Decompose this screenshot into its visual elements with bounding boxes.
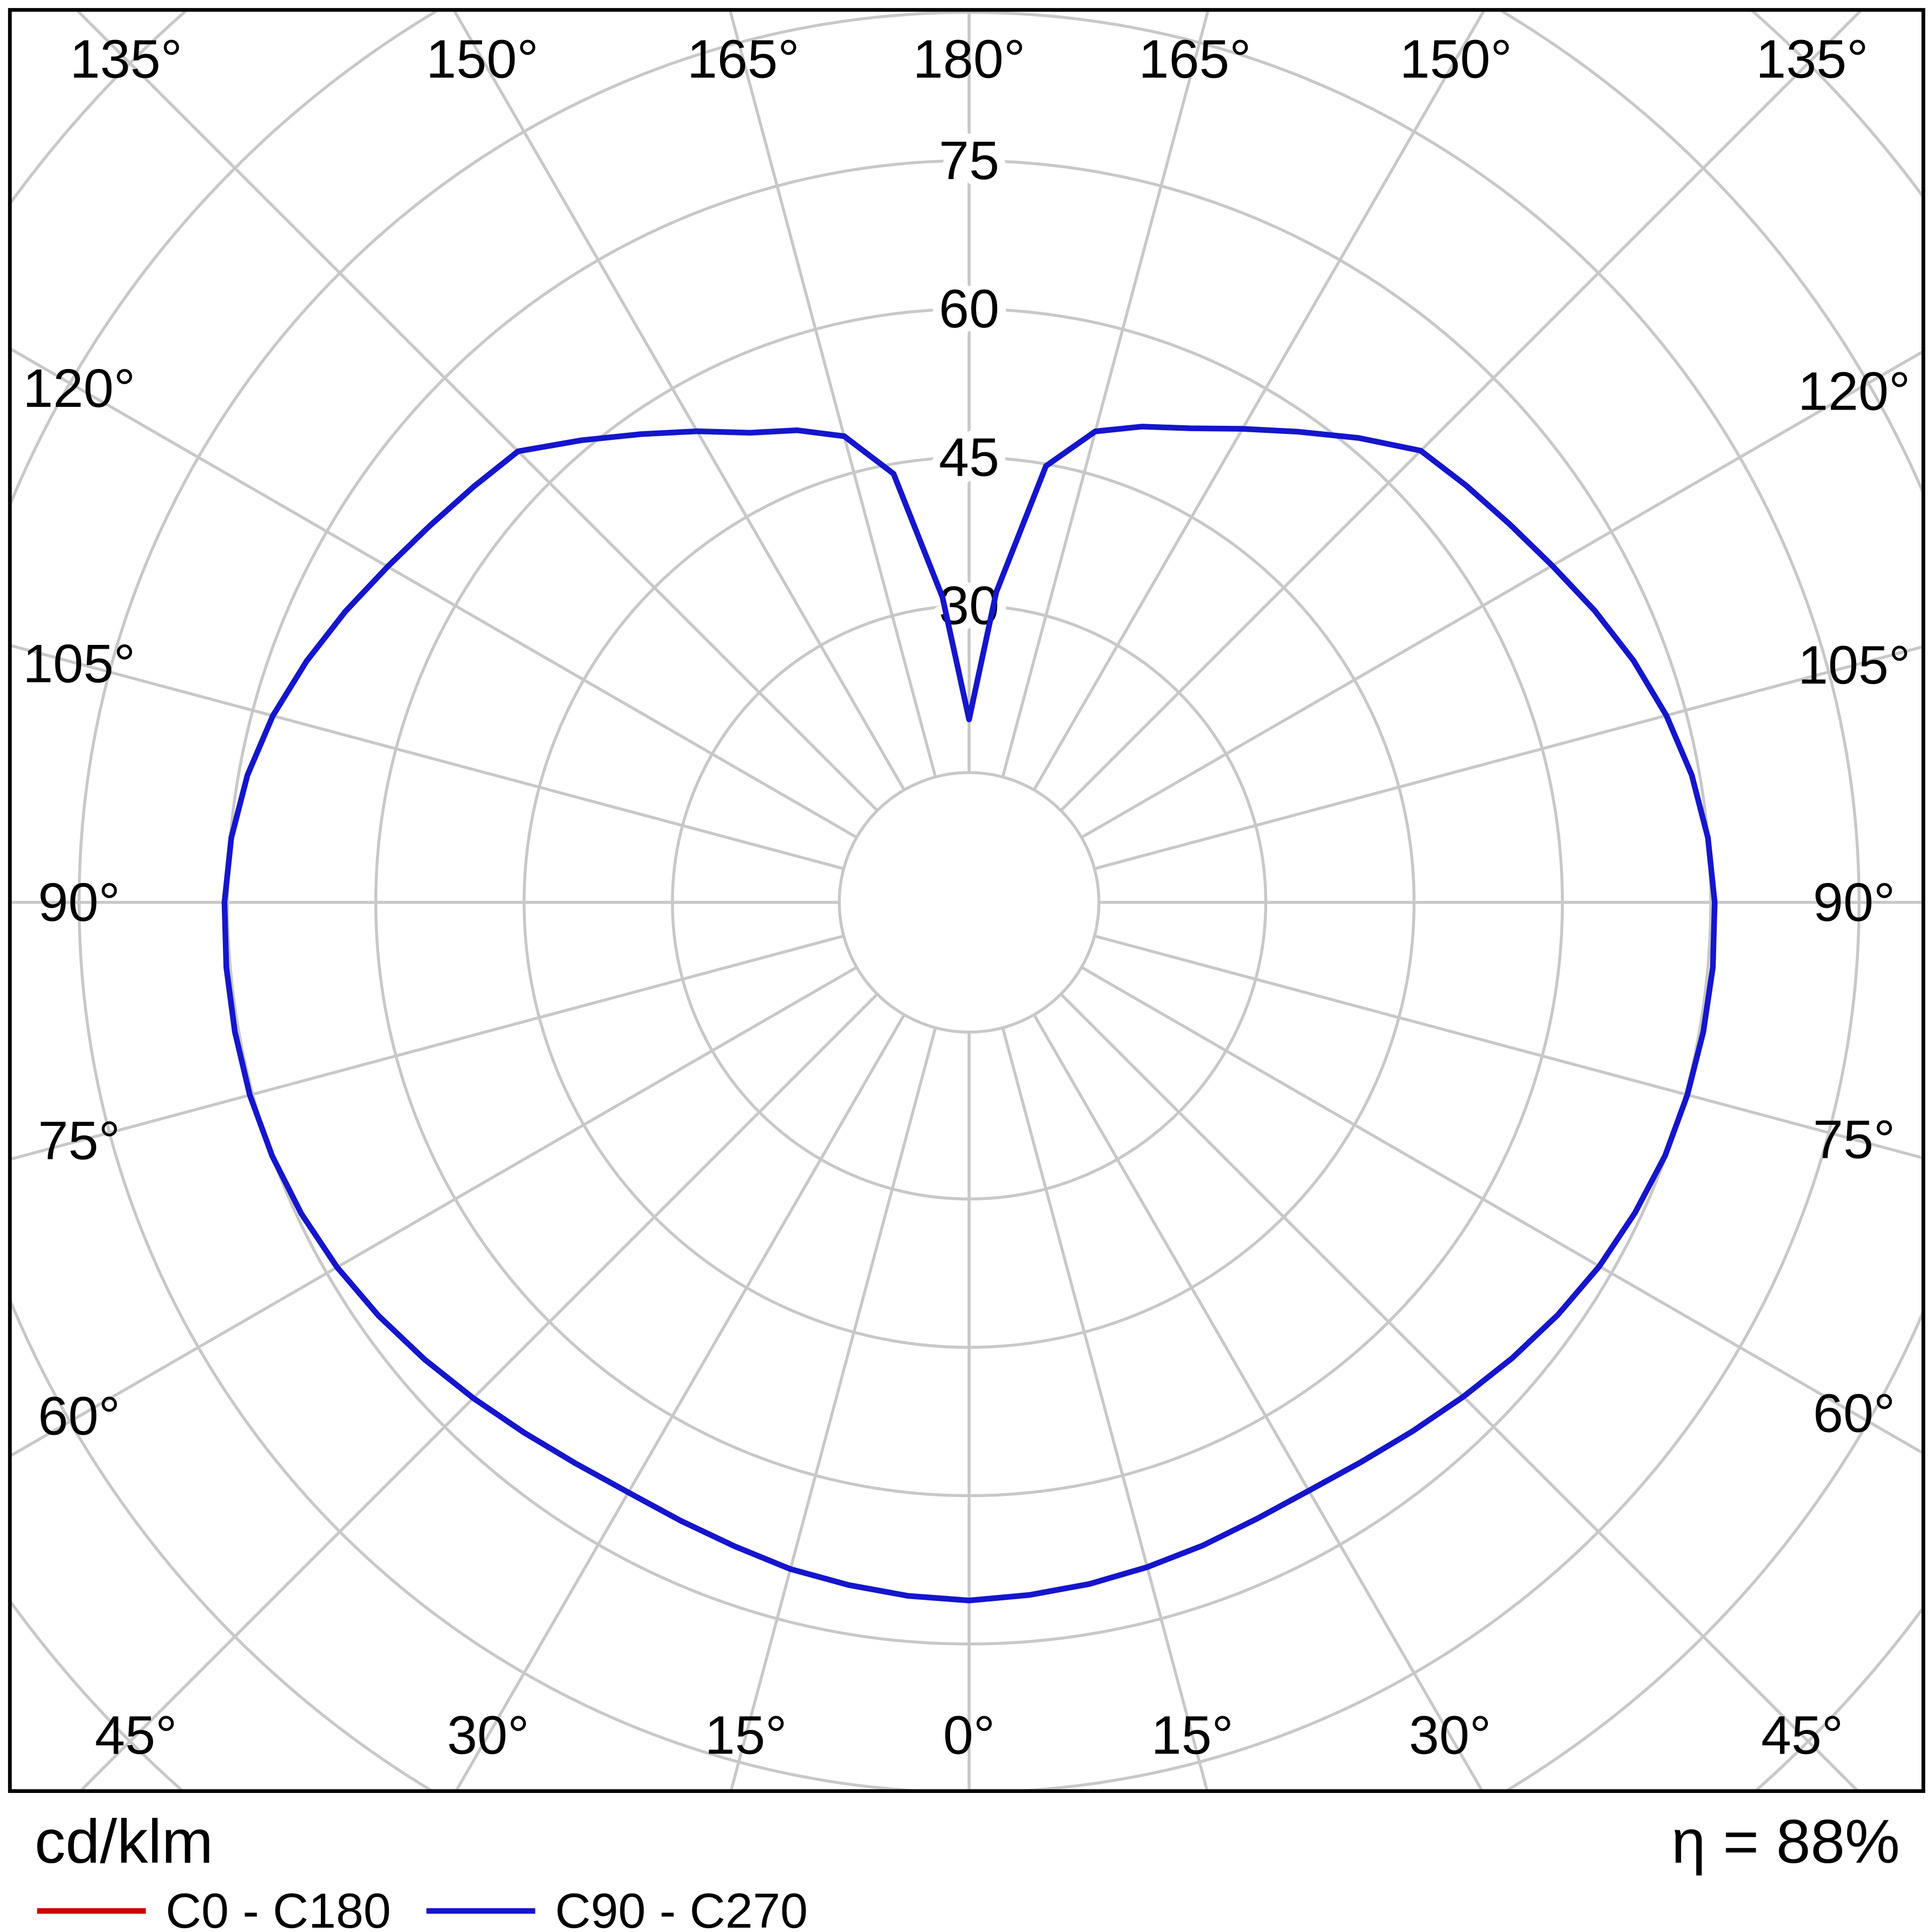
plot-frame	[8, 8, 1926, 1793]
polar-spoke-315	[80, 993, 879, 1790]
polar-hub-circle	[838, 771, 1100, 1034]
angle-label-45-right: 45°	[1761, 1705, 1843, 1766]
angle-label-135-left: 135°	[70, 29, 182, 90]
polar-spoke-240	[11, 348, 858, 839]
angle-label-45-left: 45°	[95, 1705, 177, 1766]
angle-label-105-right: 105°	[1798, 635, 1910, 695]
angle-label-30-right: 30°	[1409, 1705, 1491, 1766]
polar-spoke-150	[1032, 11, 1485, 791]
polar-spoke-210	[453, 11, 906, 791]
polar-spoke-45	[1059, 993, 1858, 1790]
angle-label-165-right: 165°	[1139, 29, 1251, 90]
polar-spoke-195	[729, 11, 937, 777]
polar-spoke-300	[11, 966, 858, 1457]
efficiency-label: η = 88%	[1671, 1808, 1900, 1876]
polar-spoke-255	[11, 644, 845, 871]
curves	[221, 424, 1718, 1604]
polar-spoke-165	[1001, 11, 1210, 777]
ring-label-60: 60	[939, 279, 999, 339]
polar-spoke-135	[1059, 11, 1862, 812]
ring-label-45: 45	[939, 427, 999, 487]
angle-label-150-left: 150°	[426, 29, 539, 90]
curve-C90-C270	[221, 424, 1718, 1604]
polar-spoke-330	[455, 1014, 906, 1790]
polar-spoke-105	[1094, 645, 1922, 871]
angle-label-60-left: 60°	[38, 1386, 120, 1447]
angle-label-180-right: 180°	[913, 29, 1025, 90]
ring-label-75: 75	[939, 130, 999, 191]
angle-label-0-right: 0°	[943, 1705, 995, 1766]
polar-spoke-120	[1080, 351, 1922, 839]
angle-label-90-left: 90°	[38, 872, 120, 933]
polar-spoke-285	[11, 934, 845, 1160]
legend-label-c0-c180: C0 - C180	[166, 1883, 391, 1932]
angle-label-105-left: 105°	[23, 634, 135, 694]
polar-spoke-15	[1001, 1027, 1209, 1790]
angle-label-60-right: 60°	[1813, 1383, 1895, 1443]
angle-label-165-left: 165°	[687, 29, 800, 90]
polar-spoke-30	[1032, 1014, 1483, 1790]
angle-label-150-right: 150°	[1400, 29, 1512, 90]
unit-label: cd/klm	[35, 1808, 213, 1876]
angle-label-90-right: 90°	[1813, 872, 1895, 933]
angle-label-15-right: 15°	[1151, 1705, 1234, 1766]
angle-label-75-left: 75°	[38, 1111, 120, 1171]
angle-label-120-left: 120°	[23, 358, 135, 419]
angle-label-135-right: 135°	[1756, 29, 1868, 90]
angle-label-30-left: 30°	[447, 1705, 529, 1766]
legend-label-c90-c270: C90 - C270	[555, 1883, 808, 1932]
angle-label-120-right: 120°	[1798, 361, 1910, 421]
angle-label-15-left: 15°	[705, 1705, 787, 1766]
polar-spoke-60	[1080, 966, 1922, 1454]
polar-spoke-225	[76, 11, 879, 812]
polar-spoke-345	[730, 1027, 937, 1790]
legend: C0 - C180 C90 - C270	[37, 1883, 808, 1932]
angle-label-75-right: 75°	[1813, 1109, 1895, 1170]
